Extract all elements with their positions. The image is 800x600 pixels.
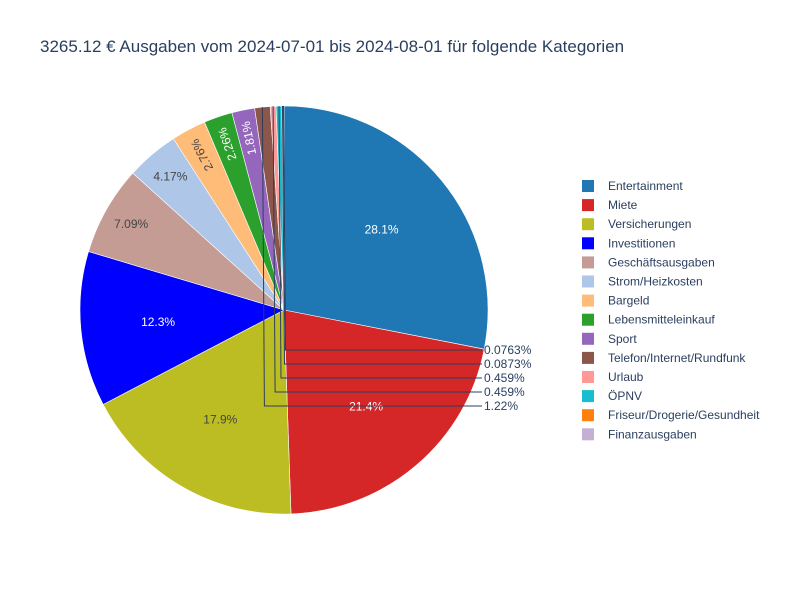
legend-swatch-urlaub — [582, 371, 594, 383]
legend-swatch-strom-heizkosten — [582, 275, 594, 288]
slice-label-sport: 1.81% — [239, 120, 260, 156]
legend-swatch-friseur-drogerie-gesundheit — [582, 409, 594, 422]
legend-label-urlaub: Urlaub — [608, 370, 644, 384]
slice-entertainment[interactable] — [283, 105, 489, 350]
legend-swatch-geschaeftsausgaben — [582, 256, 594, 269]
legend-item-telefon-internet-rundfunk[interactable]: Telefon/Internet/Rundfunk — [582, 351, 746, 365]
legend-label-telefon-internet-rundfunk: Telefon/Internet/Rundfunk — [608, 351, 746, 365]
leader-line-finanzausgaben — [283, 105, 482, 351]
legend-label-miete: Miete — [608, 198, 638, 212]
pie-slices — [79, 105, 489, 515]
chart-title: 3265.12 € Ausgaben vom 2024-07-01 bis 20… — [40, 37, 624, 56]
legend-label-sport: Sport — [608, 332, 637, 346]
legend-label-versicherungen: Versicherungen — [608, 217, 691, 231]
legend-swatch-miete — [582, 199, 594, 212]
legend-label-lebensmitteleinkauf: Lebensmitteleinkauf — [608, 313, 715, 327]
legend-item-versicherungen[interactable]: Versicherungen — [582, 217, 691, 231]
legend-label-strom-heizkosten: Strom/Heizkosten — [608, 275, 703, 289]
legend: Entertainment Miete Versicherungen Investit… — [582, 179, 760, 441]
legend-swatch-telefon-internet-rundfunk — [582, 351, 594, 364]
legend-item-entertainment[interactable]: Entertainment — [582, 179, 683, 193]
legend-item-finanzausgaben[interactable]: Finanzausgaben — [582, 427, 697, 441]
legend-swatch-oepnv — [582, 390, 594, 403]
legend-swatch-entertainment — [582, 180, 594, 192]
legend-label-friseur-drogerie-gesundheit: Friseur/Drogerie/Gesundheit — [608, 408, 760, 422]
legend-item-strom-heizkosten[interactable]: Strom/Heizkosten — [582, 275, 703, 289]
leader-line-friseur-drogerie-gesundheit — [282, 105, 482, 365]
legend-item-sport[interactable]: Sport — [582, 332, 637, 346]
legend-item-oepnv[interactable]: ÖPNV — [582, 389, 642, 403]
leader-line-urlaub — [272, 106, 482, 393]
legend-swatch-versicherungen — [582, 218, 594, 231]
slice-investitionen[interactable] — [79, 251, 285, 405]
slice-label-friseur-drogerie-gesundheit: 0.0873% — [484, 357, 532, 371]
slice-label-entertainment: 28.1% — [365, 223, 399, 237]
legend-item-friseur-drogerie-gesundheit[interactable]: Friseur/Drogerie/Gesundheit — [582, 408, 760, 422]
slice-label-investitionen: 12.3% — [141, 315, 175, 329]
legend-item-investitionen[interactable]: Investitionen — [582, 236, 675, 250]
legend-swatch-investitionen — [582, 237, 594, 250]
slice-label-strom-heizkosten: 4.17% — [153, 169, 187, 183]
legend-swatch-sport — [582, 332, 594, 345]
legend-label-bargeld: Bargeld — [608, 294, 649, 308]
legend-label-finanzausgaben: Finanzausgaben — [608, 427, 697, 441]
legend-item-miete[interactable]: Miete — [582, 198, 638, 212]
legend-label-entertainment: Entertainment — [608, 179, 683, 193]
legend-item-urlaub[interactable]: Urlaub — [582, 370, 644, 384]
legend-swatch-bargeld — [582, 294, 594, 307]
slice-label-geschaeftsausgaben: 7.09% — [114, 217, 148, 231]
legend-label-geschaeftsausgaben: Geschäftsausgaben — [608, 255, 715, 269]
legend-item-geschaeftsausgaben[interactable]: Geschäftsausgaben — [582, 255, 715, 269]
leader-line-oepnv — [278, 106, 482, 379]
slice-label-versicherungen: 17.9% — [203, 412, 237, 426]
legend-swatch-finanzausgaben — [582, 428, 594, 441]
leader-line-telefon-internet-rundfunk — [261, 107, 482, 407]
legend-swatch-lebensmitteleinkauf — [582, 313, 594, 326]
slice-label-finanzausgaben: 0.0763% — [484, 343, 532, 357]
legend-item-bargeld[interactable]: Bargeld — [582, 294, 649, 308]
legend-label-oepnv: ÖPNV — [608, 389, 642, 403]
slice-label-oepnv: 0.459% — [484, 371, 525, 385]
legend-item-lebensmitteleinkauf[interactable]: Lebensmitteleinkauf — [582, 313, 715, 327]
legend-label-investitionen: Investitionen — [608, 236, 675, 250]
slice-label-urlaub: 0.459% — [484, 385, 525, 399]
slice-versicherungen[interactable] — [102, 309, 292, 515]
slice-label-telefon-internet-rundfunk: 1.22% — [484, 399, 518, 413]
